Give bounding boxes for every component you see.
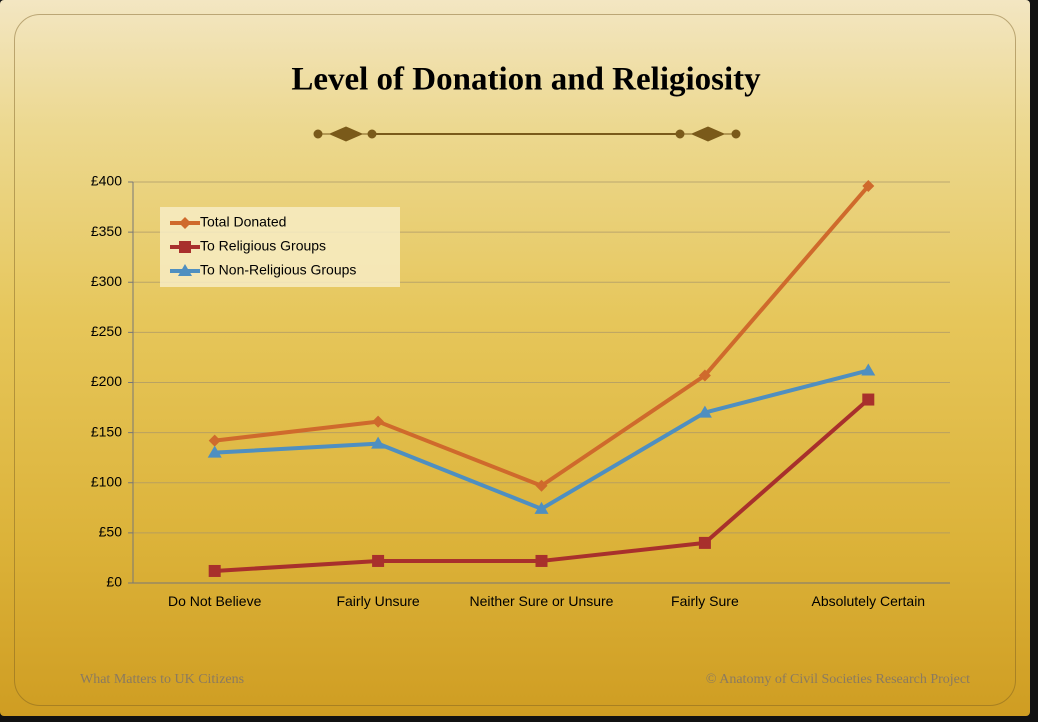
- footer-right: © Anatomy of Civil Societies Research Pr…: [706, 672, 970, 687]
- x-tick-label: Neither Sure or Unsure: [469, 593, 614, 609]
- x-tick-label: Absolutely Certain: [811, 593, 926, 609]
- y-tick-label: £200: [91, 373, 122, 389]
- marker: [697, 405, 712, 418]
- x-tick-label: Fairly Sure: [671, 593, 739, 609]
- ornament: [313, 126, 741, 142]
- y-tick-label: £150: [91, 423, 122, 439]
- marker: [372, 415, 385, 428]
- marker: [372, 554, 385, 567]
- marker: [179, 241, 191, 253]
- marker: [371, 436, 386, 449]
- legend-label: To Religious Groups: [200, 238, 326, 254]
- marker: [178, 264, 192, 276]
- frame: [14, 14, 1016, 706]
- marker: [208, 564, 221, 577]
- marker: [535, 554, 548, 567]
- y-tick-label: £0: [106, 574, 122, 590]
- x-tick-label: Fairly Unsure: [336, 593, 420, 609]
- marker: [698, 536, 711, 549]
- legend-label: Total Donated: [200, 214, 286, 230]
- marker: [179, 217, 191, 229]
- marker: [535, 479, 548, 492]
- marker: [534, 501, 549, 514]
- y-tick-label: £50: [99, 524, 123, 540]
- y-tick-label: £250: [91, 323, 122, 339]
- marker: [698, 369, 711, 382]
- y-tick-label: £300: [91, 273, 122, 289]
- marker: [208, 434, 221, 447]
- chart-title: Level of Donation and Religiosity: [291, 62, 761, 98]
- y-tick-label: £350: [91, 223, 122, 239]
- y-tick-label: £400: [91, 173, 122, 189]
- y-tick-label: £100: [91, 473, 122, 489]
- legend-label: To Non-Religious Groups: [200, 262, 356, 278]
- marker: [207, 445, 222, 458]
- x-tick-label: Do Not Believe: [167, 593, 262, 609]
- marker: [862, 393, 875, 406]
- marker: [862, 180, 875, 193]
- footer-left: What Matters to UK Citizens: [80, 672, 244, 687]
- marker: [861, 363, 876, 376]
